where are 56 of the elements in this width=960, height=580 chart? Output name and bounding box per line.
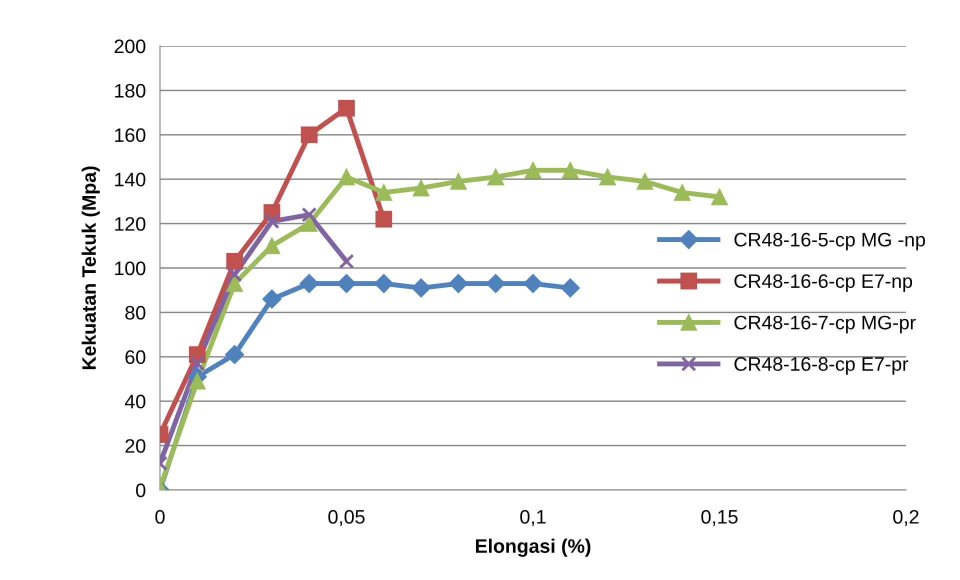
point [524, 162, 542, 179]
y-tick-label: 140 [115, 172, 146, 186]
legend-label: CR48-16-8-cp E7-pr [734, 357, 908, 375]
legend-label: CR48-16-7-cp MG-pr [734, 316, 916, 334]
x-tick-label: 0,15 [701, 510, 738, 526]
y-tick-label: 160 [115, 128, 146, 142]
point [338, 254, 354, 269]
point [636, 173, 654, 190]
legend-label: CR48-16-6-cp E7-np [734, 274, 912, 292]
point [450, 173, 467, 190]
point [262, 290, 282, 309]
point [523, 274, 543, 294]
point [226, 253, 243, 270]
y-tick-label: 120 [115, 217, 146, 231]
y-tick-label: 100 [115, 261, 146, 276]
point [599, 168, 616, 186]
point [225, 345, 244, 364]
point [300, 215, 318, 232]
y-tick-label: 20 [125, 439, 146, 453]
point [562, 162, 579, 179]
y-tick-label: 0 [136, 483, 146, 498]
point [300, 274, 319, 294]
y-tick-label: 180 [115, 84, 146, 98]
x-tick-label: 0,2 [893, 510, 919, 526]
point [375, 184, 392, 201]
legend-label: CR48-16-5-cp MG -np [734, 232, 925, 250]
y-tick-label: 80 [125, 306, 146, 320]
x-tick-label: 0,05 [328, 510, 365, 526]
point [338, 168, 355, 186]
point [375, 210, 392, 228]
y-tick-label: 200 [114, 39, 146, 54]
point [487, 168, 504, 186]
point [300, 126, 318, 144]
point [374, 274, 394, 294]
point [412, 278, 431, 298]
point [711, 188, 728, 206]
point [412, 180, 430, 196]
y-tick-label: 40 [124, 394, 146, 408]
point [302, 207, 317, 222]
point [226, 275, 243, 292]
point [338, 100, 355, 116]
point [188, 372, 206, 390]
point [336, 274, 356, 294]
y-axis-title: Kekuatan Tekuk (Mpa) [82, 166, 100, 370]
point [264, 214, 280, 230]
point [486, 274, 506, 294]
point [560, 278, 580, 298]
x-axis-title: Elongasi (%) [476, 538, 590, 557]
x-tick-label: 0,1 [520, 510, 546, 526]
point [674, 184, 691, 201]
point [264, 237, 280, 254]
x-tick-label: 0 [155, 510, 165, 524]
point [226, 267, 242, 282]
y-tick-label: 60 [125, 350, 146, 364]
point [190, 356, 205, 372]
point [448, 274, 468, 294]
